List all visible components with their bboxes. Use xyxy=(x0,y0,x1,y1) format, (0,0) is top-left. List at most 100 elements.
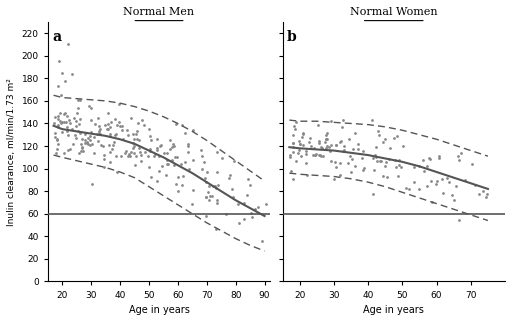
Point xyxy=(84,141,92,147)
Point xyxy=(395,162,403,167)
Point xyxy=(68,71,76,77)
Point xyxy=(96,132,104,137)
Point xyxy=(54,117,62,122)
Point xyxy=(63,124,72,129)
Point xyxy=(113,122,121,127)
Point xyxy=(173,154,181,159)
Point xyxy=(181,130,189,136)
Point xyxy=(327,118,335,123)
Point xyxy=(385,156,393,162)
Point xyxy=(326,148,334,154)
Point xyxy=(110,139,118,145)
Point xyxy=(106,133,114,138)
Point xyxy=(426,156,434,161)
Point xyxy=(392,164,400,169)
Point xyxy=(184,149,193,155)
Point xyxy=(292,158,300,163)
Point xyxy=(77,148,86,153)
Point xyxy=(254,204,262,209)
Point xyxy=(339,117,347,122)
Point xyxy=(145,149,154,154)
Point xyxy=(53,138,61,143)
Point xyxy=(322,145,330,150)
Point xyxy=(324,130,332,135)
Point xyxy=(314,138,323,144)
Point xyxy=(188,202,196,207)
Point xyxy=(69,141,77,147)
Point xyxy=(322,137,330,142)
Point xyxy=(138,118,146,123)
Point xyxy=(312,151,321,156)
Point xyxy=(145,164,153,169)
Point xyxy=(54,141,62,147)
Point xyxy=(349,147,357,152)
Point xyxy=(337,124,346,129)
Point xyxy=(155,168,163,173)
Point xyxy=(311,152,319,157)
Point xyxy=(130,137,138,142)
Point xyxy=(55,59,63,64)
Point xyxy=(354,141,362,146)
Point xyxy=(322,133,330,138)
Point xyxy=(212,185,220,190)
X-axis label: Age in years: Age in years xyxy=(129,305,189,315)
Point xyxy=(289,141,297,146)
Point xyxy=(106,149,114,155)
Point xyxy=(468,162,476,167)
Point xyxy=(168,157,176,162)
Point xyxy=(183,141,191,147)
Point xyxy=(314,122,322,128)
Point xyxy=(203,170,211,175)
Point xyxy=(319,153,327,158)
Point xyxy=(135,138,143,143)
Point xyxy=(323,137,331,142)
Point xyxy=(327,158,335,163)
Point xyxy=(376,159,385,164)
Point xyxy=(153,146,161,151)
Point xyxy=(374,128,382,133)
Point xyxy=(455,218,463,223)
Point xyxy=(369,191,377,196)
Point xyxy=(414,164,422,169)
Point xyxy=(125,151,134,156)
Point xyxy=(455,157,463,162)
Point xyxy=(58,119,66,124)
Point xyxy=(305,139,313,145)
Point xyxy=(163,157,171,162)
Point xyxy=(259,238,267,243)
Point xyxy=(95,129,103,134)
Point xyxy=(91,135,99,140)
Point xyxy=(307,143,315,148)
Point xyxy=(54,124,62,129)
Point xyxy=(96,126,104,131)
Point xyxy=(185,167,193,172)
Point xyxy=(201,175,209,180)
Point xyxy=(295,147,303,153)
Point xyxy=(82,139,91,145)
Point xyxy=(127,149,135,155)
Point xyxy=(234,202,242,207)
Point xyxy=(415,186,423,192)
Point xyxy=(87,129,95,134)
Point xyxy=(213,169,221,174)
Point xyxy=(74,105,82,110)
Point xyxy=(212,149,221,155)
Point xyxy=(212,227,220,232)
Point xyxy=(303,172,311,177)
Point xyxy=(164,162,173,167)
Point xyxy=(86,142,94,147)
Point xyxy=(179,173,187,178)
Point xyxy=(375,132,383,137)
Point xyxy=(78,137,86,142)
Point xyxy=(218,156,226,161)
Point xyxy=(410,179,418,184)
Point xyxy=(52,33,60,38)
Point xyxy=(76,117,84,122)
Point xyxy=(157,142,165,147)
Point xyxy=(109,143,117,148)
Point xyxy=(127,115,135,120)
Point xyxy=(311,152,319,157)
Point xyxy=(291,127,300,132)
Point xyxy=(58,70,67,75)
Point xyxy=(240,216,248,221)
